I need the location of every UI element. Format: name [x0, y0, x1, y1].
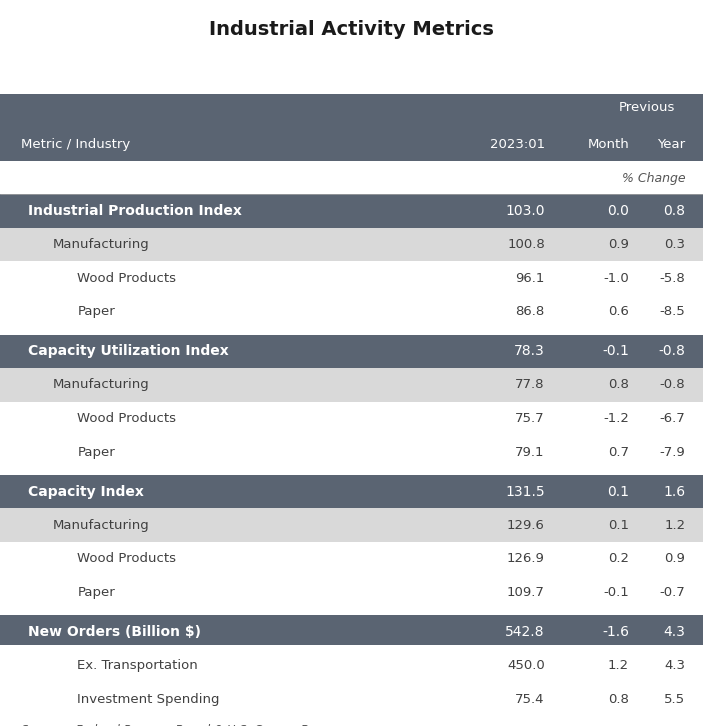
Bar — [0, 508, 703, 542]
Text: 131.5: 131.5 — [505, 485, 545, 499]
Text: 542.8: 542.8 — [505, 625, 545, 639]
Text: -8.5: -8.5 — [659, 305, 685, 318]
Text: -1.0: -1.0 — [603, 272, 629, 285]
Text: 0.8: 0.8 — [608, 693, 629, 706]
Bar — [0, 576, 703, 609]
Text: 0.1: 0.1 — [607, 485, 629, 499]
Bar — [0, 261, 703, 295]
Text: Capacity Index: Capacity Index — [28, 485, 144, 499]
Text: 75.4: 75.4 — [515, 693, 545, 706]
Text: Manufacturing: Manufacturing — [53, 238, 150, 251]
Bar — [0, 94, 703, 160]
Text: Industrial Production Index: Industrial Production Index — [28, 204, 242, 218]
Text: 75.7: 75.7 — [515, 412, 545, 425]
Text: Manufacturing: Manufacturing — [53, 378, 150, 391]
Text: 0.9: 0.9 — [664, 552, 685, 566]
Text: -0.1: -0.1 — [602, 344, 629, 359]
Text: Wood Products: Wood Products — [77, 272, 176, 285]
Bar — [0, 542, 703, 576]
Text: 100.8: 100.8 — [507, 238, 545, 251]
Text: Month: Month — [588, 138, 629, 151]
Text: 0.2: 0.2 — [608, 552, 629, 566]
Text: 0.7: 0.7 — [608, 446, 629, 459]
Text: Ex. Transportation: Ex. Transportation — [77, 659, 198, 672]
Text: 86.8: 86.8 — [515, 305, 545, 318]
Text: Wood Products: Wood Products — [77, 552, 176, 566]
Text: Paper: Paper — [77, 305, 115, 318]
Bar — [0, 615, 703, 649]
Text: -0.1: -0.1 — [603, 586, 629, 599]
Bar — [0, 335, 703, 368]
Text: 0.9: 0.9 — [608, 238, 629, 251]
Text: 0.1: 0.1 — [608, 518, 629, 531]
Text: Paper: Paper — [77, 446, 115, 459]
Text: 1.2: 1.2 — [608, 659, 629, 672]
Text: 103.0: 103.0 — [505, 204, 545, 218]
Text: -0.8: -0.8 — [660, 378, 685, 391]
Text: 77.8: 77.8 — [515, 378, 545, 391]
Text: 126.9: 126.9 — [507, 552, 545, 566]
Bar — [0, 436, 703, 469]
Text: Year: Year — [657, 138, 685, 151]
Text: 78.3: 78.3 — [514, 344, 545, 359]
Text: 96.1: 96.1 — [515, 272, 545, 285]
Text: Capacity Utilization Index: Capacity Utilization Index — [28, 344, 229, 359]
Text: 0.3: 0.3 — [664, 238, 685, 251]
Bar — [0, 295, 703, 329]
Text: 1.6: 1.6 — [664, 485, 685, 499]
Text: 2023:01: 2023:01 — [490, 138, 545, 151]
Text: Industrial Activity Metrics: Industrial Activity Metrics — [209, 20, 494, 38]
Text: -1.6: -1.6 — [602, 625, 629, 639]
Text: Wood Products: Wood Products — [77, 412, 176, 425]
Text: Previous: Previous — [619, 100, 675, 113]
Text: Paper: Paper — [77, 586, 115, 599]
Text: 4.3: 4.3 — [664, 625, 685, 639]
Bar — [0, 368, 703, 401]
Text: -6.7: -6.7 — [659, 412, 685, 425]
Text: % Change: % Change — [621, 171, 685, 184]
Text: 129.6: 129.6 — [507, 518, 545, 531]
Text: -0.8: -0.8 — [659, 344, 685, 359]
Text: 1.2: 1.2 — [664, 518, 685, 531]
Text: 109.7: 109.7 — [507, 586, 545, 599]
Text: 0.8: 0.8 — [664, 204, 685, 218]
Bar — [0, 401, 703, 436]
Text: 450.0: 450.0 — [507, 659, 545, 672]
Text: 4.3: 4.3 — [664, 659, 685, 672]
Text: 0.6: 0.6 — [608, 305, 629, 318]
Text: -1.2: -1.2 — [603, 412, 629, 425]
Text: 0.0: 0.0 — [607, 204, 629, 218]
Text: -0.7: -0.7 — [659, 586, 685, 599]
Text: Sources: Federal Reserve Board & U.S. Census Bureau: Sources: Federal Reserve Board & U.S. Ce… — [21, 725, 343, 726]
Text: Manufacturing: Manufacturing — [53, 518, 150, 531]
Text: Metric / Industry: Metric / Industry — [21, 138, 130, 151]
Text: -7.9: -7.9 — [659, 446, 685, 459]
Bar — [0, 649, 703, 682]
Text: 79.1: 79.1 — [515, 446, 545, 459]
Bar — [0, 195, 703, 228]
Text: 0.8: 0.8 — [608, 378, 629, 391]
Bar — [0, 682, 703, 716]
Text: New Orders (Billion $): New Orders (Billion $) — [28, 625, 201, 639]
Bar — [0, 228, 703, 261]
Text: -5.8: -5.8 — [659, 272, 685, 285]
Bar — [0, 475, 703, 508]
Text: Investment Spending: Investment Spending — [77, 693, 220, 706]
Text: 5.5: 5.5 — [664, 693, 685, 706]
